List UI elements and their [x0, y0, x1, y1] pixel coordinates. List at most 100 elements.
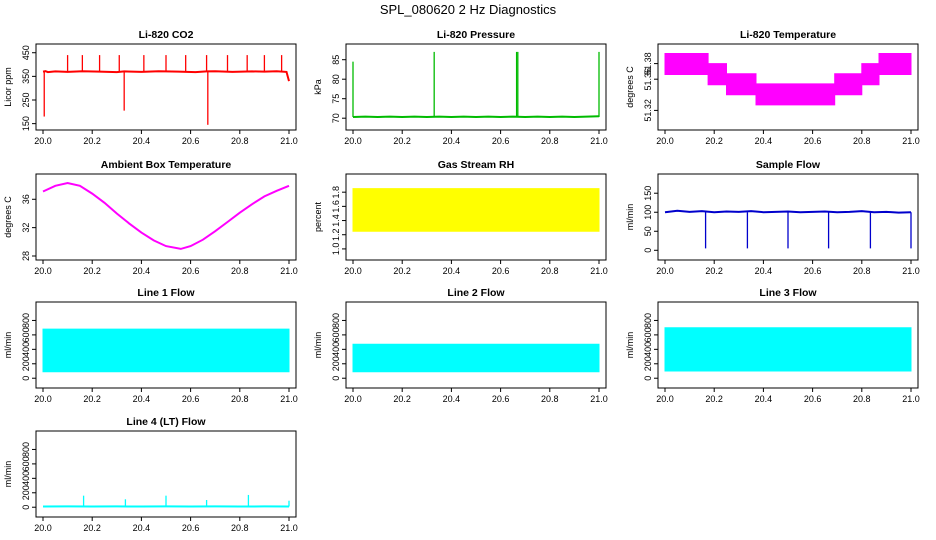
x-tick-label: 21.0	[280, 523, 298, 533]
x-tick-label: 20.6	[182, 136, 200, 146]
x-tick-label: 20.0	[344, 136, 362, 146]
x-tick-label: 21.0	[590, 394, 608, 404]
x-tick-label: 20.2	[705, 266, 723, 276]
panel-title: Gas Stream RH	[438, 159, 514, 171]
y-tick-label: 51.38	[643, 52, 653, 75]
plot-frame	[657, 301, 919, 389]
x-axis: 20.0 20.2 20.4 20.6 20.8 21.0	[344, 130, 608, 146]
y-tick-label: 70	[331, 113, 341, 123]
x-tick-label: 20.0	[34, 394, 52, 404]
y-tick-label: 50	[643, 226, 653, 236]
y-tick-label: 450	[21, 45, 31, 60]
x-axis: 20.0 20.2 20.4 20.6 20.8 21.0	[34, 517, 298, 533]
y-tick-label: 28	[21, 251, 31, 261]
x-tick-label: 20.6	[492, 266, 510, 276]
y-tick-label: 100	[643, 205, 653, 220]
y-tick-label: 200	[643, 356, 653, 371]
y-tick-label: 350	[21, 69, 31, 84]
x-tick-label: 20.4	[133, 136, 151, 146]
plot-frame	[35, 301, 297, 389]
x-tick-label: 20.6	[804, 136, 822, 146]
x-tick-label: 20.4	[755, 136, 773, 146]
x-axis: 20.0 20.2 20.4 20.6 20.8 21.0	[34, 388, 298, 404]
y-tick-label: 1.8	[331, 186, 341, 199]
x-tick-label: 20.8	[853, 266, 871, 276]
x-tick-label: 21.0	[280, 394, 298, 404]
y-tick-label: 200	[21, 485, 31, 500]
data-line	[42, 181, 290, 250]
y-tick-label: 0	[21, 376, 31, 381]
y-tick-label: 85	[331, 55, 341, 65]
x-tick-label: 20.2	[393, 136, 411, 146]
panel-line-3-flow: Line 3 Flow 20.0 20.2 20.4 20.6 20.8 21.0 0 2004…	[625, 287, 920, 404]
y-axis-label: percent	[313, 201, 323, 232]
x-tick-label: 20.2	[83, 266, 101, 276]
x-tick-label: 20.2	[393, 394, 411, 404]
y-tick-label: 600	[21, 327, 31, 342]
x-tick-label: 20.2	[705, 136, 723, 146]
y-tick-label: 1.2	[331, 228, 341, 241]
panel-title: Ambient Box Temperature	[101, 159, 232, 171]
y-tick-label: 800	[643, 313, 653, 328]
plot-frame	[35, 430, 297, 518]
y-tick-label: 400	[331, 342, 341, 357]
x-tick-label: 20.6	[804, 266, 822, 276]
y-axis-label: kPa	[313, 79, 323, 95]
panel-li-820-co2: Li-820 CO2 20.0 20.2 20.4 20.6 20.8 21.0 150 250…	[3, 29, 298, 146]
y-tick-label: 400	[643, 342, 653, 357]
data-line	[664, 209, 912, 214]
x-tick-label: 20.6	[182, 394, 200, 404]
x-axis: 20.0 20.2 20.4 20.6 20.8 21.0	[656, 388, 920, 404]
data-band	[352, 188, 600, 232]
plot-frame	[345, 301, 607, 389]
y-tick-label: 36	[21, 194, 31, 204]
x-tick-label: 21.0	[280, 266, 298, 276]
data-band	[664, 327, 912, 372]
panel-title: Sample Flow	[756, 159, 821, 171]
x-tick-label: 20.2	[705, 394, 723, 404]
x-tick-label: 20.0	[656, 394, 674, 404]
x-tick-label: 20.6	[804, 394, 822, 404]
panel-line-4-lt-flow: Line 4 (LT) Flow 20.0 20.2 20.4 20.6 20.8 21.0…	[3, 416, 298, 533]
x-axis: 20.0 20.2 20.4 20.6 20.8 21.0	[656, 260, 920, 276]
x-tick-label: 20.4	[755, 266, 773, 276]
y-axis-label: ml/min	[625, 332, 635, 359]
x-tick-label: 20.2	[393, 266, 411, 276]
y-tick-label: 75	[331, 94, 341, 104]
plot-frame	[35, 43, 297, 131]
x-tick-label: 21.0	[590, 266, 608, 276]
y-axis-label: ml/min	[3, 332, 13, 359]
y-axis: 0 50 100 150	[643, 186, 658, 253]
y-tick-label: 0	[331, 376, 341, 381]
x-tick-label: 20.0	[656, 266, 674, 276]
y-tick-label: 600	[643, 327, 653, 342]
plot-frame	[657, 173, 919, 261]
panel-title: Li-820 Temperature	[740, 29, 836, 41]
x-tick-label: 20.2	[83, 394, 101, 404]
y-axis: 1.0 1.21.41.61.8	[331, 186, 346, 255]
panel-li-820-temperature: Li-820 Temperature 20.0 20.2 20.4 20.6 20.8 21…	[625, 29, 920, 146]
x-tick-label: 20.6	[182, 266, 200, 276]
y-tick-label: 600	[21, 456, 31, 471]
x-tick-label: 20.8	[853, 394, 871, 404]
y-tick-label: 600	[331, 327, 341, 342]
panel-line-1-flow: Line 1 Flow 20.0 20.2 20.4 20.6 20.8 21.0 0 2004…	[3, 287, 298, 404]
x-tick-label: 20.0	[34, 266, 52, 276]
x-tick-label: 20.2	[83, 136, 101, 146]
plot-frame	[345, 173, 607, 261]
x-axis: 20.0 20.2 20.4 20.6 20.8 21.0	[344, 388, 608, 404]
x-tick-label: 20.4	[443, 394, 461, 404]
y-tick-label: 150	[21, 116, 31, 131]
x-tick-label: 20.8	[541, 266, 559, 276]
x-tick-label: 20.4	[133, 523, 151, 533]
y-tick-label: 0	[21, 505, 31, 510]
x-tick-label: 20.0	[344, 394, 362, 404]
x-tick-label: 20.8	[853, 136, 871, 146]
x-tick-label: 20.8	[231, 523, 249, 533]
x-axis: 20.0 20.2 20.4 20.6 20.8 21.0	[34, 260, 298, 276]
panel-title: Li-820 Pressure	[437, 29, 515, 41]
